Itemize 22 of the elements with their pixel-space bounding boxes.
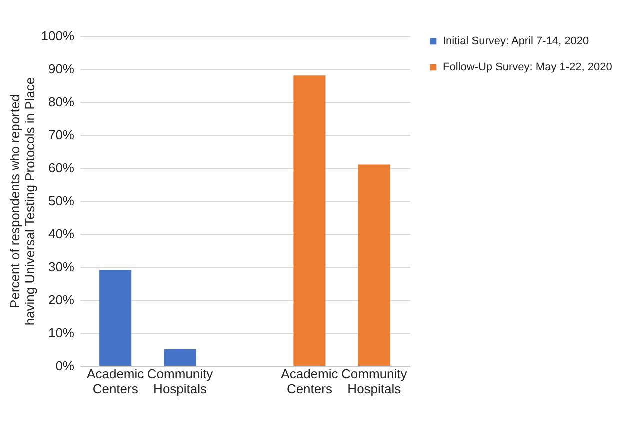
x-tick-label: Community Hospitals (147, 366, 214, 396)
y-tick-label: 50% (48, 194, 75, 208)
y-tick-label: 80% (48, 94, 75, 110)
y-tick-label: 30% (48, 260, 75, 274)
bar (100, 270, 132, 366)
x-tick-label: Community Hospitals (342, 366, 408, 396)
x-tick-label: Academic Centers (87, 366, 145, 396)
y-tick-label: 60% (48, 160, 75, 176)
legend-label: Follow-Up Survey: May 1-22, 2020 (443, 62, 612, 74)
y-tick-label: 90% (48, 62, 75, 76)
y-tick-label: 20% (48, 292, 75, 308)
bar (164, 350, 196, 366)
y-tick-label: 0% (56, 358, 75, 374)
y-tick-label: 70% (48, 128, 75, 142)
bar (358, 164, 390, 366)
y-tick-label: 100% (41, 28, 75, 44)
x-tick-label: Academic Centers (281, 366, 339, 396)
legend-label: Initial Survey: April 7-14, 2020 (443, 36, 590, 48)
bar (294, 76, 326, 366)
y-tick-label: 40% (48, 226, 75, 242)
y-tick-label: 10% (48, 326, 75, 340)
y-axis-title: Percent of respondents who reported having Universal Testing Protocols in Place (7, 77, 38, 326)
